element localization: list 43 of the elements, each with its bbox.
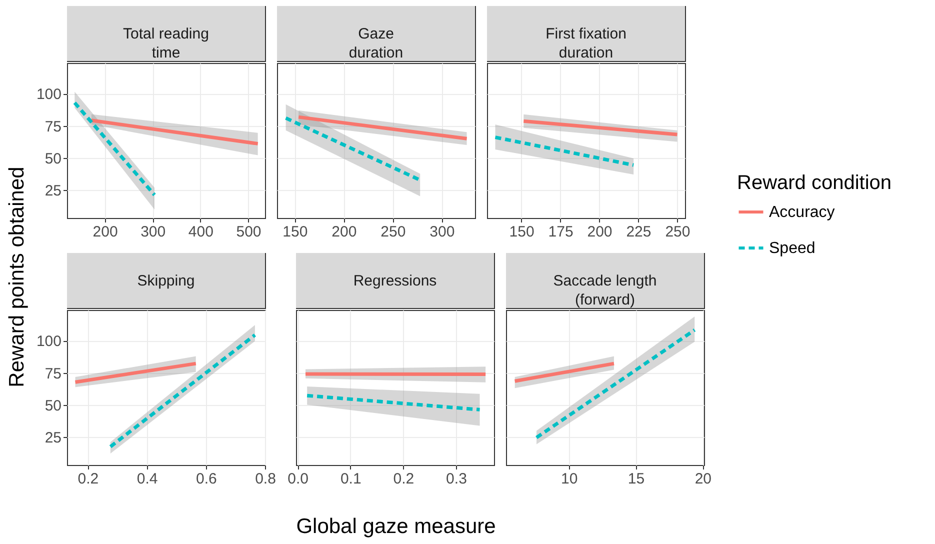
chart-title: Skipping	[137, 272, 195, 290]
legend-label: Speed	[769, 240, 816, 257]
x-tick-label: 300	[140, 224, 166, 240]
x-tick-label: 150	[509, 224, 534, 240]
x-tick-label: 0.2	[78, 470, 99, 488]
x-tick-label: 15	[628, 470, 645, 488]
x-tick-label: 500	[236, 224, 262, 240]
legend-label: Accuracy	[769, 204, 835, 221]
y-tick-label: 25	[44, 182, 62, 200]
chart-title: Regressions	[353, 272, 437, 290]
y-axis-title: Reward points obtained	[5, 166, 29, 388]
chart-title: Saccade length (forward)	[553, 272, 657, 308]
x-tick-label: 0.8	[255, 470, 276, 488]
x-tick-label: 225	[626, 224, 652, 240]
x-tick-label: 0.1	[340, 470, 362, 488]
chart-title: First fixation duration	[546, 26, 626, 62]
x-tick-label: 300	[430, 224, 455, 240]
y-tick-label: 25	[44, 429, 62, 446]
x-tick-label: 250	[665, 224, 690, 240]
x-tick-label: 10	[561, 470, 578, 488]
y-tick-label: 50	[44, 397, 62, 414]
y-tick-label: 75	[44, 118, 62, 136]
x-tick-label: 0.4	[136, 470, 158, 488]
x-axis-title: Global gaze measure	[295, 515, 497, 539]
x-tick-label: 0.6	[196, 470, 217, 488]
chart-title: Total reading time	[123, 26, 209, 62]
x-tick-label: 250	[380, 224, 406, 240]
x-tick-label: 150	[282, 224, 308, 240]
x-tick-label: 200	[587, 224, 612, 240]
x-tick-label: 0.3	[446, 470, 467, 488]
y-tick-label: 75	[44, 365, 62, 382]
x-tick-label: 400	[188, 224, 214, 240]
chart-title: Gaze duration	[348, 26, 404, 62]
x-tick-label: 0.0	[288, 470, 309, 488]
x-tick-label: 200	[332, 224, 357, 240]
legend-title: Reward condition	[737, 172, 892, 194]
y-tick-label: 100	[36, 333, 62, 350]
x-tick-label: 175	[548, 224, 574, 240]
y-tick-label: 50	[44, 150, 62, 168]
y-tick-label: 100	[36, 86, 62, 104]
x-tick-label: 0.2	[393, 470, 414, 488]
x-tick-label: 200	[92, 224, 118, 240]
x-tick-label: 20	[694, 470, 712, 488]
